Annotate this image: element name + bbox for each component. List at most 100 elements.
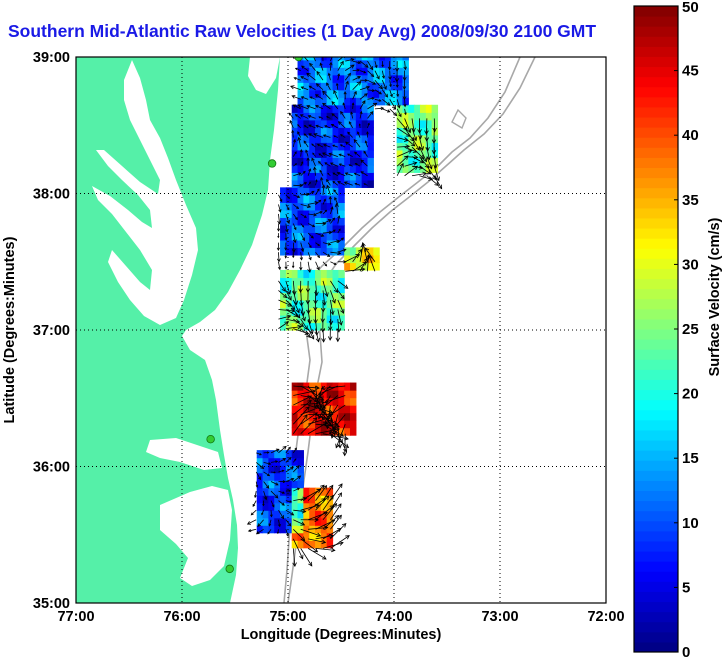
colorbar-swatch [634, 318, 678, 330]
heatmap-cell [326, 487, 334, 496]
heatmap-cell [332, 157, 339, 166]
velocity-arrow-head [324, 420, 329, 426]
heatmap-cell [280, 247, 287, 256]
velocity-arrow [362, 242, 368, 262]
velocity-arrow [331, 414, 339, 439]
velocity-arrow-head [358, 123, 361, 126]
velocity-arrow-head [424, 163, 430, 169]
heatmap-cell [309, 284, 316, 294]
velocity-arrow-head [334, 514, 340, 520]
velocity-arrow-head [312, 152, 315, 155]
velocity-arrow [278, 194, 283, 202]
heatmap-cell [309, 299, 316, 309]
velocity-arrow-head [327, 72, 331, 76]
velocity-arrow [293, 519, 305, 526]
heatmap-cell [332, 74, 339, 83]
velocity-arrow [411, 137, 420, 151]
velocity-arrow-head [286, 533, 289, 537]
heatmap-cell [425, 149, 433, 158]
velocity-arrow-head [275, 482, 279, 486]
heatmap-cell [256, 472, 264, 481]
velocity-arrow-head [299, 322, 305, 327]
velocity-arrow-head [345, 80, 349, 85]
heatmap-cell [291, 239, 299, 249]
heatmap-cell [309, 405, 316, 414]
colorbar-swatch [634, 500, 678, 512]
velocity-arrow [300, 318, 308, 330]
colorbar-tick-label: 15 [682, 450, 699, 467]
velocity-arrow [411, 146, 424, 159]
y-tick-label: 39:00 [33, 50, 70, 66]
velocity-arrow-head [348, 121, 352, 125]
velocity-arrow-head [297, 124, 300, 127]
velocity-arrow [396, 155, 409, 167]
velocity-arrow [355, 163, 361, 167]
velocity-arrow [352, 76, 361, 81]
velocity-arrow-head [343, 284, 349, 289]
velocity-arrow [294, 77, 301, 81]
velocity-arrow [397, 149, 412, 158]
heatmap-cell [355, 119, 363, 128]
velocity-arrow-head [403, 66, 407, 71]
velocity-arrow-head [418, 135, 423, 140]
heatmap-cell [285, 247, 293, 256]
heatmap-cell [344, 254, 351, 264]
velocity-arrow [352, 69, 360, 72]
velocity-arrow-head [329, 162, 334, 166]
velocity-arrow-head [324, 263, 328, 267]
heatmap-cell [285, 480, 293, 489]
velocity-arrow [300, 385, 323, 399]
velocity-arrow-head [399, 162, 404, 168]
heatmap-cell [419, 104, 427, 113]
velocity-arrow-head [315, 179, 318, 182]
heatmap-cell [320, 217, 328, 226]
velocity-arrow [300, 290, 302, 306]
velocity-arrow-head [306, 104, 311, 109]
heatmap-cell [367, 67, 374, 76]
y-tick-label: 36:00 [33, 460, 70, 476]
velocity-arrow [337, 280, 349, 289]
heatmap-cell [367, 247, 374, 256]
heatmap-cell [396, 59, 404, 68]
velocity-arrow-head [354, 182, 358, 186]
velocity-arrow [360, 159, 368, 167]
x-axis-label: Longitude (Degrees:Minutes) [241, 627, 442, 643]
velocity-arrow [278, 280, 286, 292]
heatmap-cell [291, 217, 299, 226]
velocity-arrow-head [386, 109, 391, 113]
velocity-arrow [309, 85, 316, 91]
velocity-arrow-head [419, 146, 425, 151]
velocity-arrow [340, 111, 346, 119]
colorbar-swatch [634, 217, 678, 229]
velocity-arrow [308, 115, 316, 119]
heatmap-cell [309, 142, 316, 151]
velocity-arrow-head [378, 84, 383, 90]
velocity-arrow-head [277, 524, 281, 528]
heatmap-cell [268, 525, 275, 534]
velocity-arrow-head [363, 183, 366, 186]
velocity-arrow-head [419, 154, 425, 160]
grid-lines [76, 57, 606, 603]
heatmap-cell [390, 82, 398, 91]
heatmap-cell [425, 112, 433, 121]
velocity-arrow [326, 82, 331, 90]
heatmap-cell [338, 104, 345, 113]
heatmap-cell [431, 142, 439, 151]
heatmap-cell [262, 457, 269, 466]
velocity-arrow [292, 242, 295, 253]
heatmap-cell [320, 127, 328, 136]
colorbar-swatch [634, 248, 678, 259]
heatmap-cell [338, 292, 345, 301]
velocity-arrow [252, 500, 257, 507]
heatmap-cell [309, 149, 316, 158]
velocity-arrow-head [344, 443, 350, 448]
colorbar-swatch [634, 399, 678, 411]
heatmap-cell [326, 89, 334, 98]
heatmap-cell [297, 247, 304, 256]
velocity-arrow [300, 149, 302, 157]
heatmap-cell [315, 247, 322, 256]
velocity-arrow [352, 60, 361, 64]
heatmap-cell [309, 172, 316, 181]
heatmap-cell [291, 232, 299, 241]
velocity-arrow-head [394, 78, 400, 83]
